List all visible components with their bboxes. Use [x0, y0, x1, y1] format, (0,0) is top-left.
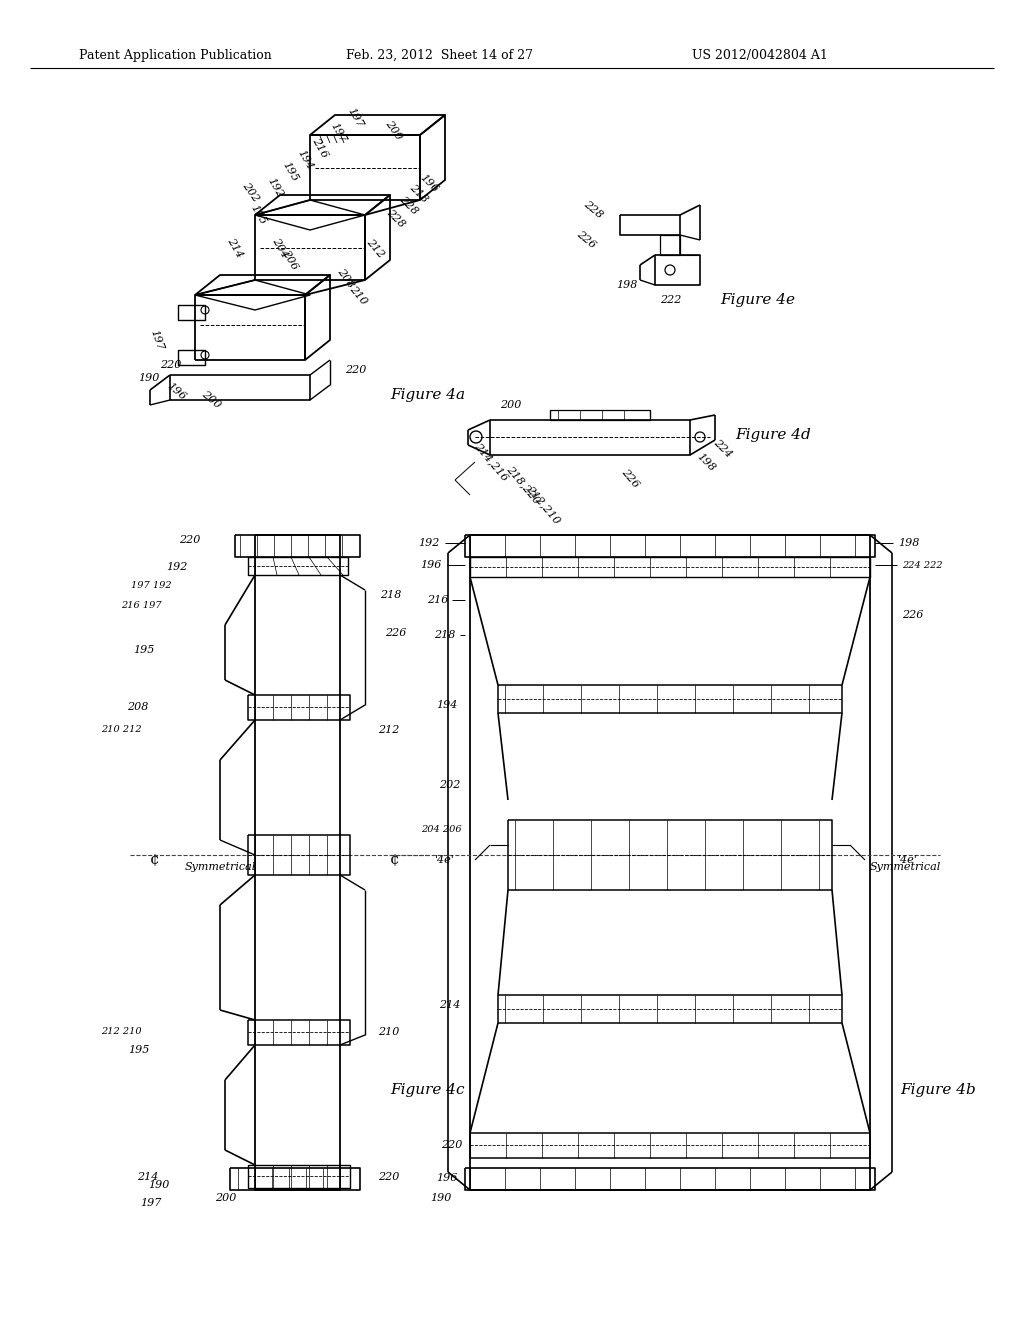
Text: Figure 4e: Figure 4e: [720, 293, 795, 308]
Text: Figure 4c: Figure 4c: [390, 1082, 465, 1097]
Text: 208: 208: [335, 267, 355, 289]
Text: 190: 190: [138, 374, 160, 383]
Text: '4e': '4e': [435, 855, 455, 865]
Text: 198: 198: [695, 451, 717, 473]
Text: 212,210: 212,210: [525, 484, 562, 525]
Text: 195: 195: [280, 160, 299, 183]
Text: 216 197: 216 197: [122, 601, 162, 610]
Text: 195: 195: [248, 203, 267, 227]
Text: 218: 218: [408, 182, 430, 205]
Text: 194: 194: [295, 148, 314, 172]
Text: 214: 214: [225, 236, 245, 260]
Text: 220: 220: [345, 366, 367, 375]
Text: 212: 212: [378, 725, 399, 735]
Text: 220: 220: [160, 360, 181, 370]
Text: 195: 195: [133, 645, 155, 655]
Text: 196: 196: [436, 1173, 458, 1183]
Text: 218: 218: [380, 590, 401, 601]
Text: ¢: ¢: [151, 853, 160, 867]
Text: 196: 196: [421, 560, 442, 570]
Text: 206: 206: [280, 248, 299, 272]
Text: ¢: ¢: [390, 853, 399, 867]
Text: 214: 214: [136, 1172, 158, 1181]
Text: 204 206: 204 206: [421, 825, 462, 834]
Text: 228: 228: [398, 194, 420, 216]
Text: 197: 197: [140, 1199, 162, 1208]
Text: 204: 204: [270, 236, 290, 260]
Text: 214: 214: [438, 1001, 460, 1010]
Text: Symmetrical: Symmetrical: [184, 862, 256, 873]
Text: 198: 198: [898, 539, 920, 548]
Text: 214,216: 214,216: [473, 441, 510, 483]
Text: 208: 208: [127, 702, 148, 711]
Text: 220: 220: [378, 1172, 399, 1181]
Text: 226: 226: [575, 230, 598, 251]
Text: 196: 196: [418, 172, 440, 194]
Text: 226: 226: [385, 628, 407, 638]
Text: 210: 210: [378, 1027, 399, 1038]
Text: US 2012/0042804 A1: US 2012/0042804 A1: [692, 49, 828, 62]
Text: 200: 200: [215, 1193, 237, 1203]
Text: 195: 195: [129, 1045, 150, 1055]
Text: 197: 197: [328, 121, 347, 145]
Text: 220: 220: [440, 1140, 462, 1150]
Text: 222: 222: [660, 294, 681, 305]
Text: 218: 218: [433, 630, 455, 640]
Text: Figure 4a: Figure 4a: [390, 388, 465, 403]
Text: Figure 4b: Figure 4b: [900, 1082, 976, 1097]
Text: 212: 212: [365, 236, 386, 260]
Text: 192: 192: [265, 177, 285, 199]
Text: 200: 200: [200, 389, 223, 411]
Text: 224 222: 224 222: [902, 561, 943, 569]
Text: 226: 226: [620, 466, 641, 490]
Text: Patent Application Publication: Patent Application Publication: [79, 49, 271, 62]
Text: 190: 190: [148, 1180, 170, 1191]
Text: 192: 192: [167, 562, 188, 572]
Text: 226: 226: [902, 610, 924, 620]
Text: 194: 194: [436, 700, 458, 710]
Text: '4e': '4e': [898, 855, 918, 865]
Text: 224: 224: [712, 437, 734, 459]
Text: Figure 4d: Figure 4d: [735, 428, 811, 442]
Text: 210 212: 210 212: [101, 726, 142, 734]
Text: 196: 196: [165, 381, 187, 403]
Text: 198: 198: [616, 280, 638, 290]
Text: 202: 202: [240, 181, 260, 203]
Text: 216: 216: [427, 595, 449, 605]
Text: 197: 197: [148, 329, 165, 351]
Text: Feb. 23, 2012  Sheet 14 of 27: Feb. 23, 2012 Sheet 14 of 27: [346, 49, 534, 62]
Text: 190: 190: [431, 1193, 452, 1203]
Text: 192: 192: [419, 539, 440, 548]
Text: 200: 200: [500, 400, 521, 411]
Text: Symmetrical: Symmetrical: [870, 862, 941, 873]
Text: 220: 220: [178, 535, 200, 545]
Text: 228: 228: [583, 199, 605, 220]
Text: 197: 197: [345, 106, 365, 129]
Text: 200: 200: [383, 119, 403, 141]
Text: 197 192: 197 192: [131, 581, 172, 590]
Text: 218,220: 218,220: [505, 465, 543, 506]
Text: 228: 228: [385, 207, 408, 230]
Text: 202: 202: [438, 780, 460, 789]
Text: 216: 216: [310, 136, 330, 160]
Text: 212 210: 212 210: [101, 1027, 142, 1036]
Text: 210: 210: [348, 284, 370, 306]
